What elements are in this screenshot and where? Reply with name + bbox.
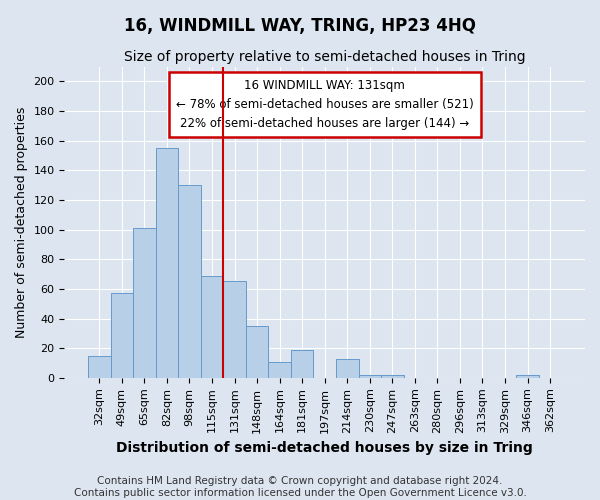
- Bar: [381, 375, 404, 378]
- Y-axis label: Number of semi-detached properties: Number of semi-detached properties: [15, 106, 28, 338]
- Bar: [268, 362, 291, 378]
- Text: Contains HM Land Registry data © Crown copyright and database right 2024.
Contai: Contains HM Land Registry data © Crown c…: [74, 476, 526, 498]
- Bar: [246, 326, 268, 378]
- Bar: [291, 350, 313, 378]
- Bar: [133, 228, 155, 378]
- Bar: [110, 294, 133, 378]
- Bar: [359, 375, 381, 378]
- Bar: [516, 375, 539, 378]
- Bar: [155, 148, 178, 378]
- Bar: [336, 358, 359, 378]
- Bar: [88, 356, 110, 378]
- Bar: [223, 282, 246, 378]
- Bar: [201, 276, 223, 378]
- Text: 16, WINDMILL WAY, TRING, HP23 4HQ: 16, WINDMILL WAY, TRING, HP23 4HQ: [124, 18, 476, 36]
- Title: Size of property relative to semi-detached houses in Tring: Size of property relative to semi-detach…: [124, 50, 526, 64]
- X-axis label: Distribution of semi-detached houses by size in Tring: Distribution of semi-detached houses by …: [116, 441, 533, 455]
- Bar: [178, 185, 201, 378]
- Text: 16 WINDMILL WAY: 131sqm
← 78% of semi-detached houses are smaller (521)
22% of s: 16 WINDMILL WAY: 131sqm ← 78% of semi-de…: [176, 79, 473, 130]
